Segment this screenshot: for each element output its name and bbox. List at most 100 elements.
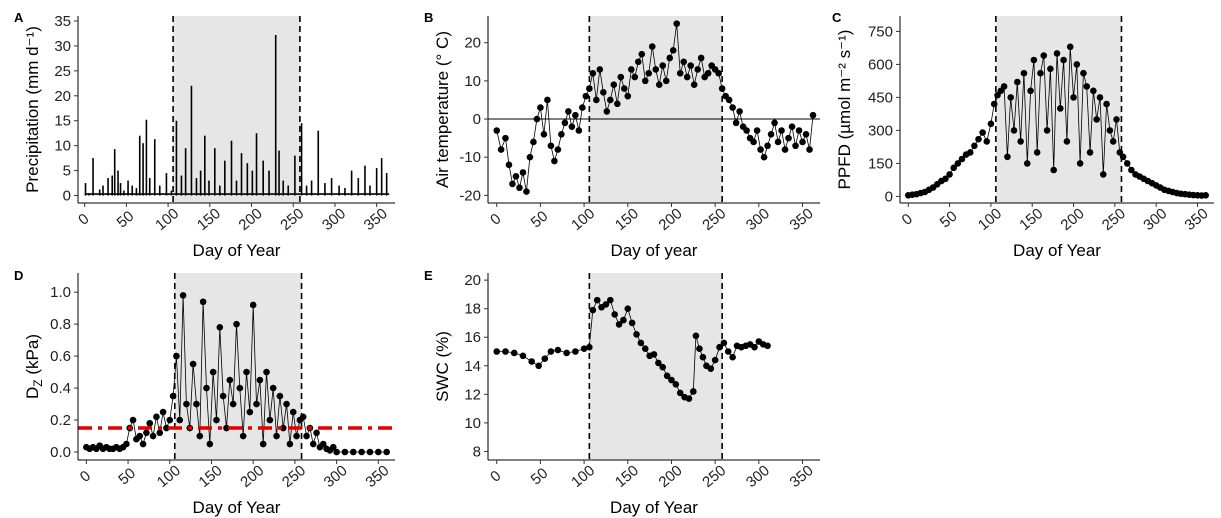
data-point	[1027, 87, 1034, 95]
data-point	[669, 47, 677, 54]
x-tick-label: 100	[154, 462, 184, 491]
data-point	[795, 127, 803, 134]
data-point	[716, 343, 723, 351]
data-point	[1017, 138, 1024, 145]
x-tick-label: 50	[937, 208, 961, 232]
data-point	[753, 127, 761, 134]
data-point	[950, 164, 958, 172]
data-point	[523, 188, 530, 195]
x-tick-label: 200	[236, 205, 266, 234]
data-point	[743, 127, 750, 134]
data-point	[1076, 160, 1084, 167]
data-point	[206, 440, 214, 448]
data-point	[333, 448, 340, 456]
data-point	[662, 77, 670, 85]
x-tick-label: 200	[656, 205, 686, 234]
data-point	[685, 395, 693, 402]
data-point	[554, 146, 562, 153]
data-point	[1099, 171, 1107, 178]
data-point	[1090, 87, 1097, 95]
y-axis-title: SWC (%)	[433, 331, 452, 402]
data-point	[1004, 153, 1011, 161]
data-point	[659, 62, 667, 69]
data-point	[1047, 65, 1054, 73]
data-point	[1000, 83, 1008, 90]
data-point	[502, 348, 509, 355]
data-point	[607, 296, 614, 304]
data-point	[313, 429, 320, 437]
data-point	[319, 440, 327, 448]
data-point	[493, 127, 501, 134]
x-axis-title: Day of Year	[193, 241, 281, 260]
y-tick-label: 15	[54, 113, 71, 130]
x-tick-label: 100	[568, 205, 598, 234]
x-tick-label: 350	[1182, 205, 1212, 234]
data-point	[676, 69, 684, 77]
x-axis-title: Day of year	[611, 241, 698, 260]
data-point	[655, 359, 662, 367]
y-tick-label: 1.0	[50, 284, 71, 301]
data-point	[1096, 94, 1104, 101]
panel-letter: D	[14, 268, 23, 283]
data-point	[146, 419, 154, 427]
data-point	[767, 131, 775, 138]
data-point	[575, 127, 583, 134]
data-point	[1109, 138, 1117, 145]
data-point	[1093, 116, 1100, 123]
y-tick-label: 0	[885, 188, 893, 205]
y-tick-label: 20	[54, 88, 71, 105]
data-point	[493, 348, 501, 355]
y-tick-label: 35	[54, 13, 71, 30]
y-tick-label: 450	[868, 89, 893, 106]
data-point	[233, 320, 240, 328]
x-tick-label: 50	[115, 465, 139, 489]
data-point	[579, 104, 586, 111]
data-point	[1073, 61, 1081, 68]
data-point	[273, 432, 280, 440]
data-point	[1083, 83, 1091, 90]
data-point	[226, 376, 234, 384]
data-point	[725, 96, 733, 104]
data-point	[266, 416, 274, 424]
data-point	[1020, 69, 1028, 77]
data-point	[1010, 127, 1018, 134]
data-point	[757, 146, 764, 153]
data-point	[358, 448, 365, 456]
data-point	[659, 363, 667, 371]
x-tick-label: 350	[361, 205, 391, 234]
x-tick-label: 150	[194, 205, 224, 234]
data-point	[286, 440, 294, 448]
x-tick-label: 250	[277, 205, 307, 234]
data-point	[256, 376, 264, 384]
data-point	[774, 138, 782, 146]
data-point	[620, 316, 627, 324]
y-tick-label: 0.6	[50, 348, 71, 365]
data-point	[603, 108, 611, 115]
data-point	[648, 43, 656, 50]
data-point	[540, 131, 548, 138]
data-point	[519, 169, 527, 176]
y-tick-label: 600	[868, 56, 893, 73]
data-point	[785, 134, 792, 142]
data-point	[1103, 100, 1110, 108]
data-point	[628, 319, 636, 327]
data-point	[497, 146, 505, 153]
x-tick-label: 0	[487, 467, 504, 485]
data-point	[139, 440, 147, 448]
data-point	[1053, 50, 1061, 57]
y-tick-label: 20	[464, 272, 481, 289]
data-point	[173, 352, 180, 360]
data-point	[809, 111, 817, 119]
x-tick-label: 0	[899, 210, 916, 228]
data-point	[607, 96, 614, 104]
data-point	[537, 104, 544, 111]
data-point	[687, 62, 694, 69]
data-point	[778, 127, 785, 134]
data-point	[329, 443, 337, 451]
data-point	[263, 368, 270, 376]
data-point	[645, 69, 653, 77]
x-tick-label: 250	[699, 205, 729, 234]
